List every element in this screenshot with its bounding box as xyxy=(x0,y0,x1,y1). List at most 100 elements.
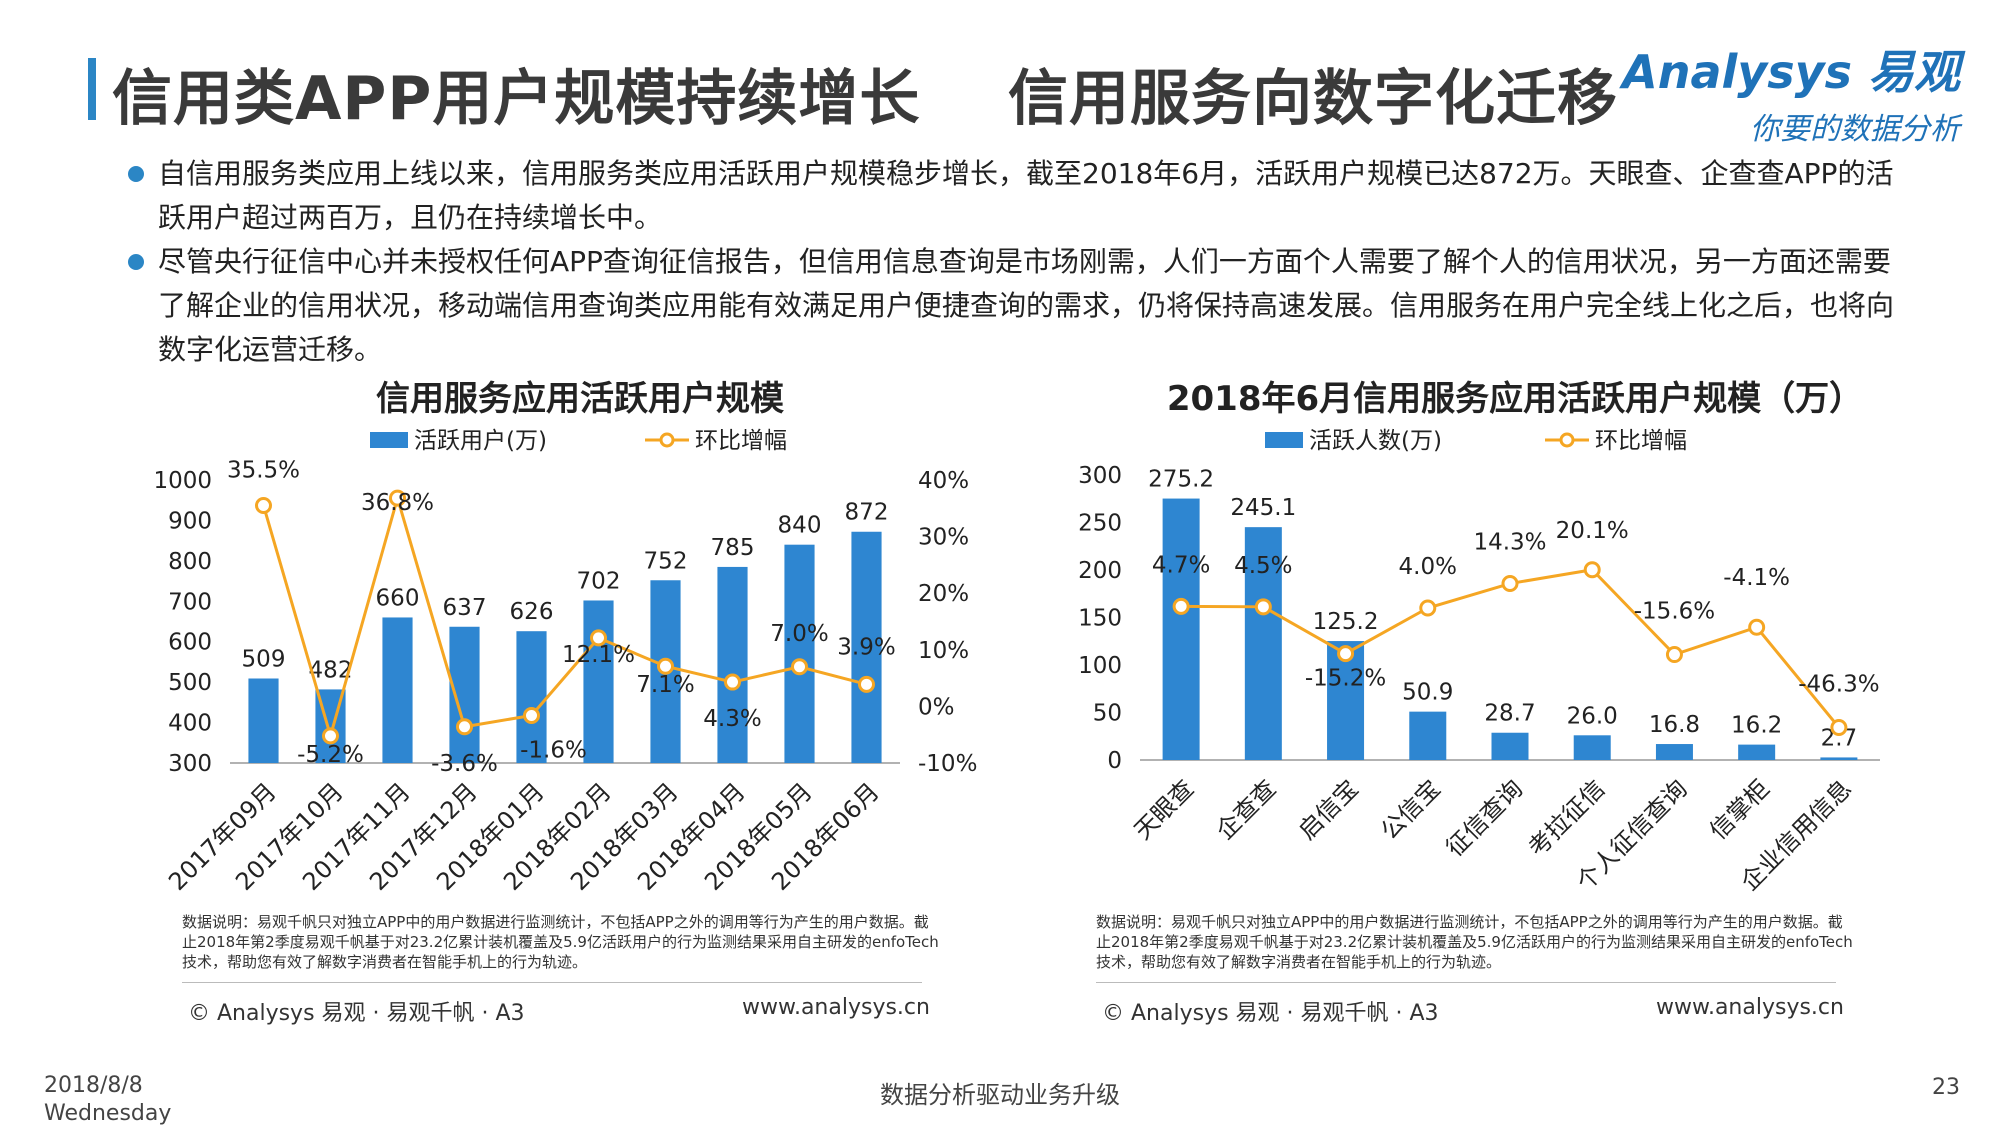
slide-date: 2018/8/8 Wednesday xyxy=(44,1072,171,1128)
growth-value-label: 7.0% xyxy=(770,621,828,647)
legend-line-marker xyxy=(659,432,675,448)
bar-value-label: 752 xyxy=(644,548,688,574)
growth-point xyxy=(456,718,473,736)
logo-sub-text: 你要的数据分析 xyxy=(1750,112,1960,147)
bar-value-label: 28.7 xyxy=(1484,701,1535,727)
growth-point xyxy=(322,727,339,745)
bar-value-label: 125.2 xyxy=(1313,609,1379,635)
y-tick-label-left: 500 xyxy=(168,670,212,696)
growth-point xyxy=(1748,618,1766,636)
bar-value-label: 872 xyxy=(845,500,889,526)
x-category-label: 企查查 xyxy=(1211,774,1282,845)
bar-value-label: 785 xyxy=(711,535,755,561)
y-tick-label-left: 200 xyxy=(1078,558,1122,584)
data-notes-right: 数据说明：易观千帆只对独立APP中的用户数据进行监测统计，不包括APP之外的调用… xyxy=(1096,913,1853,971)
summary-bullets: 自信用服务类应用上线以来，信用服务类应用活跃用户规模稳步增长，截至2018年6月… xyxy=(128,152,1918,372)
legend-bar-label: 活跃人数(万) xyxy=(1309,428,1442,454)
y-tick-label-left: 600 xyxy=(168,630,212,656)
date-text: 2018/8/8 xyxy=(44,1073,143,1098)
y-tick-label-left: 400 xyxy=(168,711,212,737)
y-tick-label-left: 50 xyxy=(1093,701,1122,727)
bar-value-label: 637 xyxy=(443,595,487,621)
bar xyxy=(1491,732,1529,760)
bar-value-label: 275.2 xyxy=(1148,467,1214,493)
bar xyxy=(382,617,413,763)
bar xyxy=(1655,744,1693,760)
growth-point xyxy=(724,673,741,691)
footer-slogan: 数据分析驱动业务升级 xyxy=(880,1081,1120,1109)
footer-divider-left xyxy=(182,982,922,983)
data-notes-left: 数据说明：易观千帆只对独立APP中的用户数据进行监测统计，不包括APP之外的调用… xyxy=(182,913,939,971)
growth-value-label: 35.5% xyxy=(227,457,300,483)
growth-value-label: 12.1% xyxy=(562,642,635,668)
bar xyxy=(784,544,815,763)
bar xyxy=(1162,498,1200,760)
page-title: 信用类APP用户规模持续增长 信用服务向数字化迁移 xyxy=(112,64,1618,134)
bar xyxy=(717,566,748,763)
y-tick-label-right: -10% xyxy=(918,751,977,777)
growth-value-label: 14.3% xyxy=(1473,530,1546,556)
bar-value-label: 16.2 xyxy=(1731,713,1782,739)
bar xyxy=(1244,527,1282,760)
growth-value-label: -15.2% xyxy=(1305,666,1386,692)
growth-point xyxy=(389,489,406,507)
y-tick-label-left: 300 xyxy=(1078,463,1122,489)
growth-point xyxy=(1583,561,1601,579)
bar xyxy=(1820,757,1858,760)
bar-value-label: 660 xyxy=(376,585,420,611)
growth-value-label: 4.5% xyxy=(1234,553,1292,579)
page-number: 23 xyxy=(1932,1075,1960,1100)
growth-value-label: -46.3% xyxy=(1798,671,1879,697)
growth-value-label: 20.1% xyxy=(1556,518,1629,544)
growth-point xyxy=(657,657,674,675)
growth-value-label: 4.3% xyxy=(703,706,761,732)
title-accent-bar xyxy=(88,58,96,120)
growth-value-label: 36.8% xyxy=(361,490,434,516)
website-right: www.analysys.cn xyxy=(1656,995,1844,1020)
bar xyxy=(1738,744,1776,760)
chart-title: 信用服务应用活跃用户规模 xyxy=(376,379,784,419)
copyright-left: © Analysys 易观 · 易观千帆 · A3 xyxy=(188,1001,525,1026)
growth-point xyxy=(255,496,272,514)
growth-point xyxy=(1501,575,1519,593)
growth-point xyxy=(1172,597,1190,615)
legend-line-label: 环比增幅 xyxy=(1595,428,1687,454)
bar xyxy=(1573,735,1611,760)
x-category-label: 启信宝 xyxy=(1293,774,1364,845)
growth-point xyxy=(590,629,607,647)
growth-value-label: -5.2% xyxy=(297,742,364,768)
growth-value-label: 4.7% xyxy=(1152,552,1210,578)
growth-value-label: -15.6% xyxy=(1634,599,1715,625)
y-tick-label-left: 250 xyxy=(1078,511,1122,537)
growth-value-label: -3.6% xyxy=(431,751,498,777)
legend-bar-swatch xyxy=(1265,432,1303,448)
legend-bar-label: 活跃用户(万) xyxy=(414,428,547,454)
growth-point xyxy=(1337,645,1355,663)
y-tick-label-left: 700 xyxy=(168,589,212,615)
y-tick-label-right: 10% xyxy=(918,638,969,664)
y-tick-label-left: 800 xyxy=(168,549,212,575)
bar xyxy=(248,678,279,763)
bullet-item-1: 自信用服务类应用上线以来，信用服务类应用活跃用户规模稳步增长，截至2018年6月… xyxy=(128,152,1918,240)
copyright-right: © Analysys 易观 · 易观千帆 · A3 xyxy=(1102,1001,1439,1026)
bar-value-label: 245.1 xyxy=(1230,495,1296,521)
growth-point xyxy=(523,706,540,724)
website-left: www.analysys.cn xyxy=(742,995,930,1020)
bar xyxy=(1409,711,1447,760)
y-tick-label-left: 900 xyxy=(168,508,212,534)
y-tick-label-left: 1000 xyxy=(153,468,212,494)
growth-line xyxy=(262,492,867,742)
bar xyxy=(851,531,882,763)
bar-value-label: 626 xyxy=(510,599,554,625)
brand-logo: Analysys 易观 你要的数据分析 xyxy=(1622,36,1960,148)
growth-point xyxy=(1254,598,1272,616)
bar xyxy=(583,600,614,763)
growth-value-label: 4.0% xyxy=(1399,554,1457,580)
bar-value-label: 16.8 xyxy=(1649,712,1700,738)
growth-value-label: -1.6% xyxy=(520,737,587,763)
chart-title: 2018年6月信用服务应用活跃用户规模（万） xyxy=(1167,379,1863,419)
y-tick-label-left: 300 xyxy=(168,751,212,777)
footer-divider-right xyxy=(1096,982,1836,983)
y-tick-label-left: 150 xyxy=(1078,606,1122,632)
